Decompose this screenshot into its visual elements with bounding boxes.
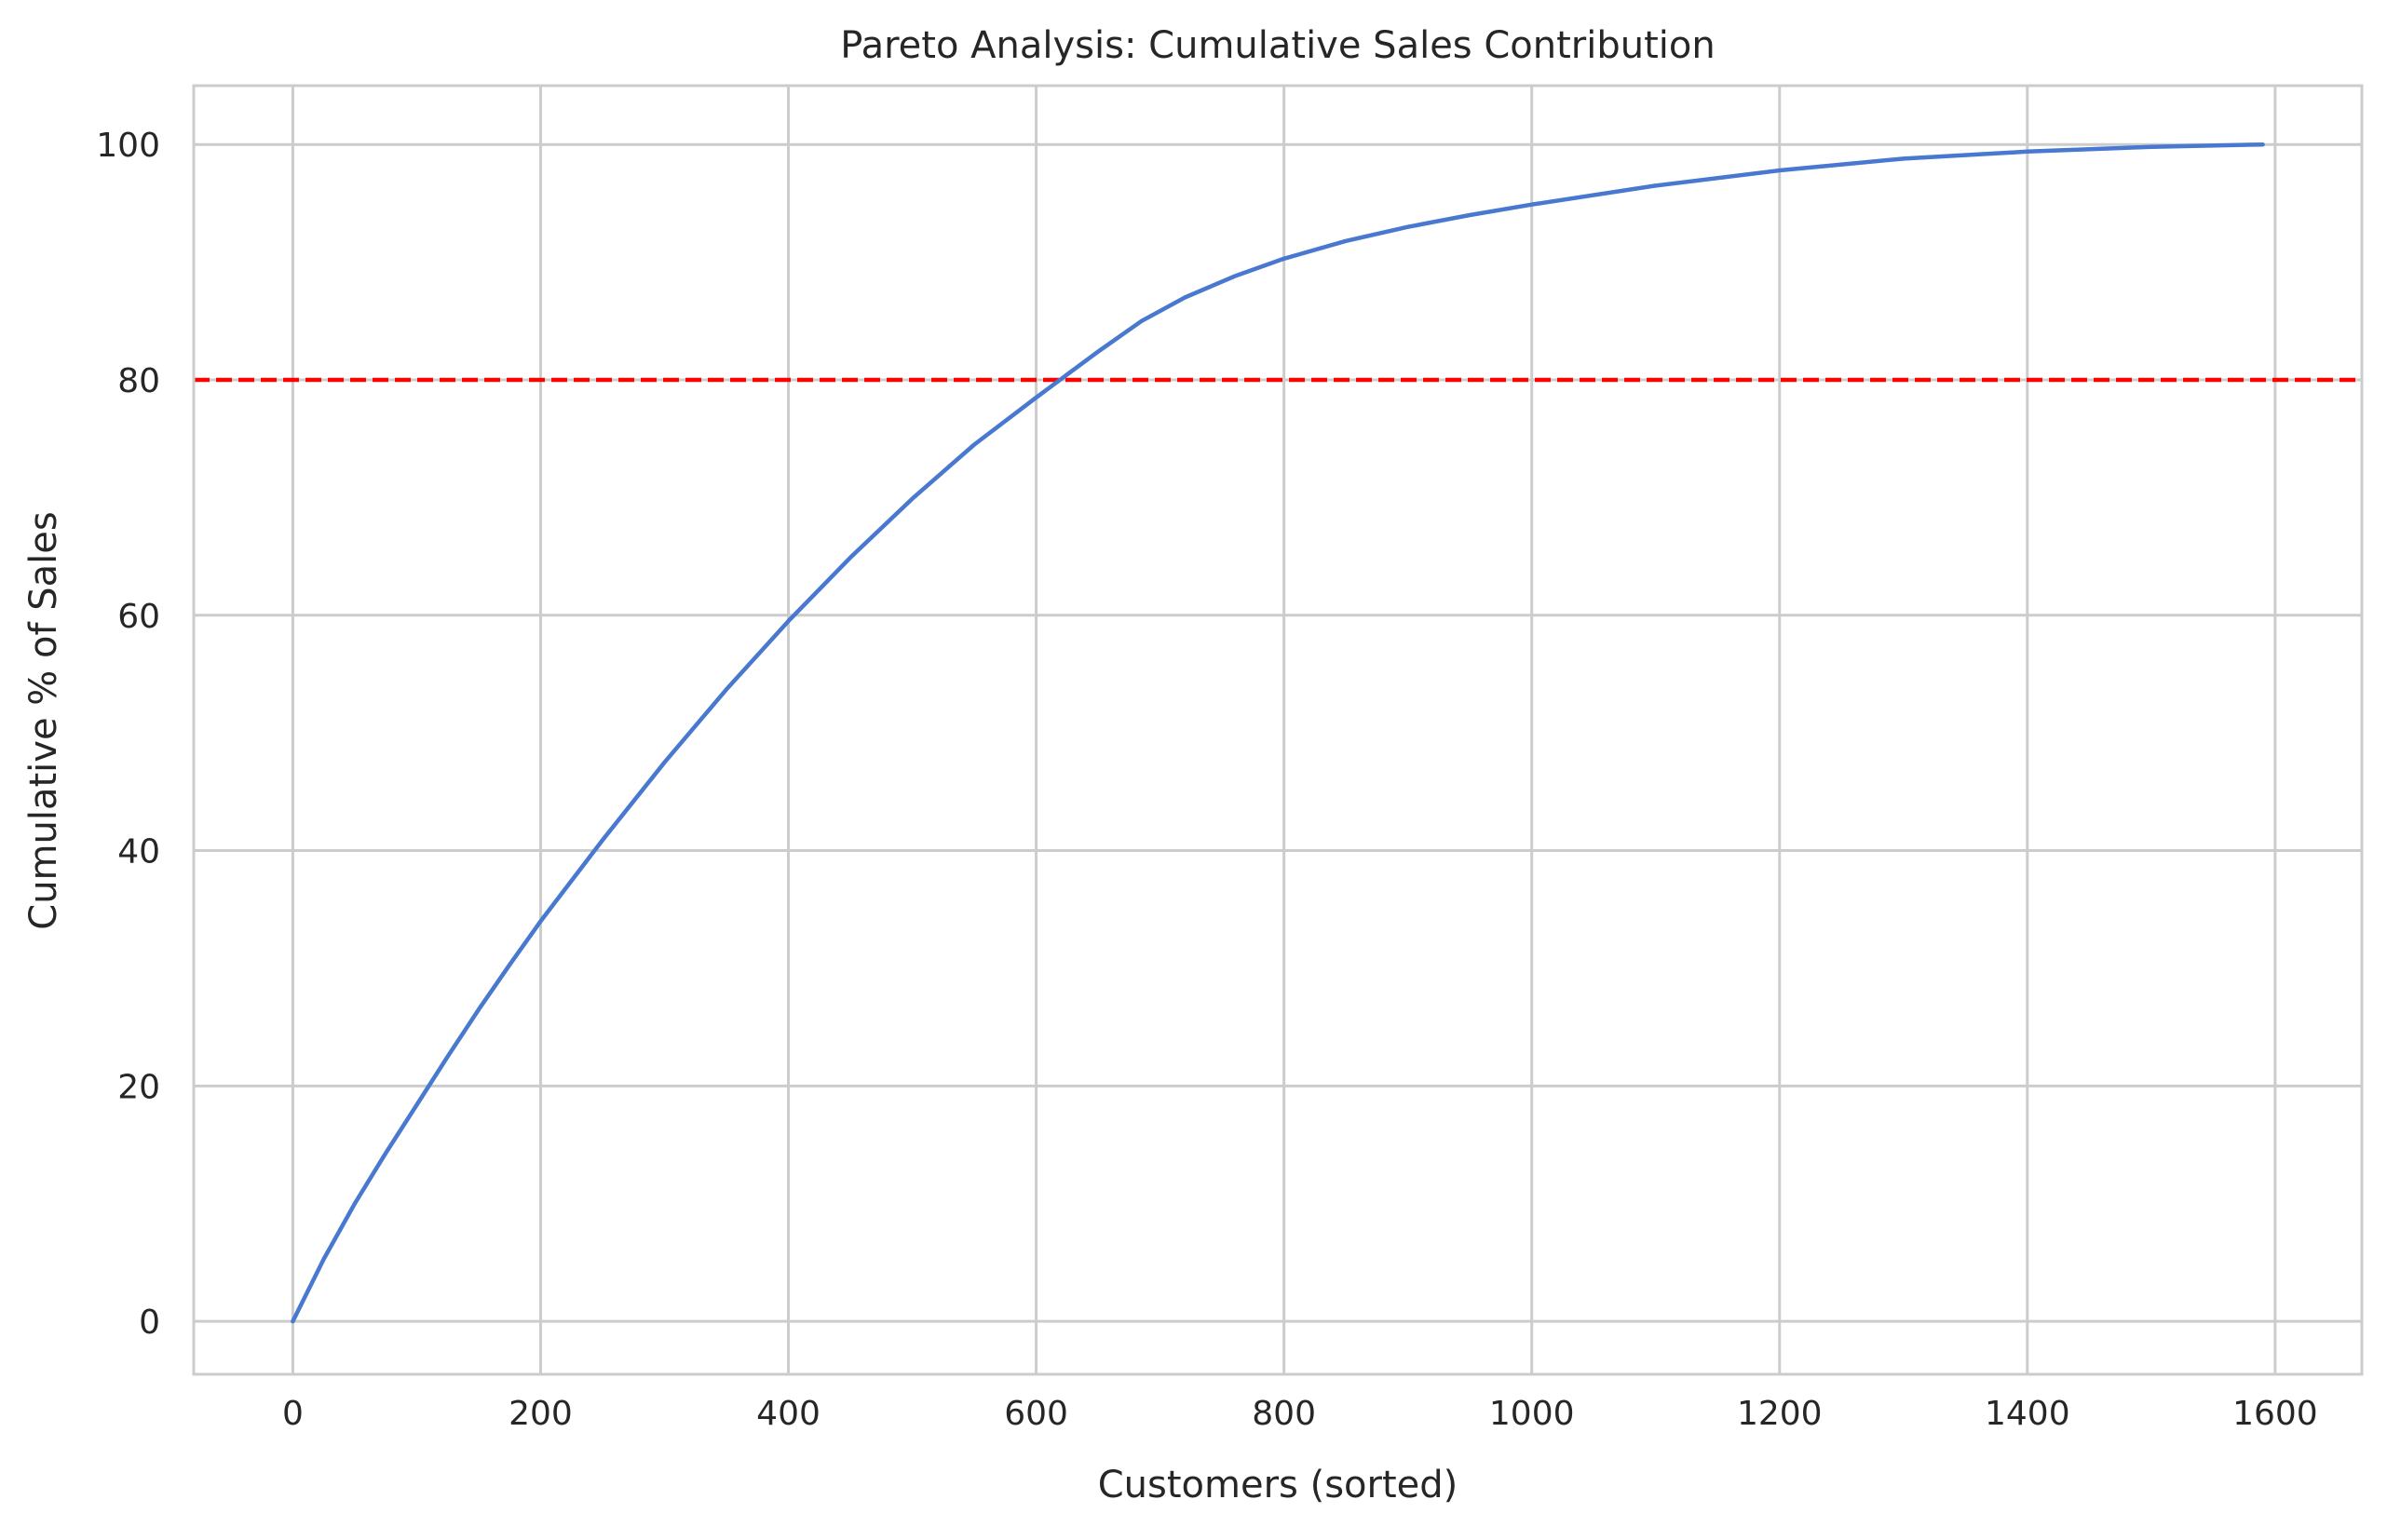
cumulative-sales-line	[291, 142, 2265, 1324]
y-tick-label: 40	[117, 833, 160, 871]
y-tick-label: 0	[139, 1304, 160, 1342]
x-tick-label: 600	[1004, 1395, 1068, 1433]
tick-labels: 0 200 400 600 800 1000 1200 1400 1600 0 20 40 60 80 10…	[96, 127, 2317, 1433]
y-tick-label: 20	[117, 1068, 160, 1106]
plot-frame	[192, 84, 2364, 1376]
x-tick-label: 1600	[2232, 1395, 2318, 1433]
y-axis-label: Cumulative % of Sales	[22, 511, 65, 929]
y-tick-label: 80	[117, 362, 160, 400]
x-axis-label: Customers (sorted)	[1098, 1464, 1458, 1506]
grid	[194, 86, 2362, 1374]
y-tick-label: 60	[117, 598, 160, 636]
series-group	[291, 142, 2265, 1324]
x-tick-label: 800	[1252, 1395, 1316, 1433]
chart-title: Pareto Analysis: Cumulative Sales Contri…	[840, 24, 1715, 67]
x-tick-label: 1200	[1737, 1395, 1823, 1433]
x-tick-label: 0	[282, 1395, 304, 1433]
x-tick-label: 400	[756, 1395, 821, 1433]
x-tick-label: 1000	[1489, 1395, 1575, 1433]
x-tick-label: 200	[509, 1395, 573, 1433]
x-tick-label: 1400	[1985, 1395, 2070, 1433]
y-tick-label: 100	[96, 127, 160, 165]
